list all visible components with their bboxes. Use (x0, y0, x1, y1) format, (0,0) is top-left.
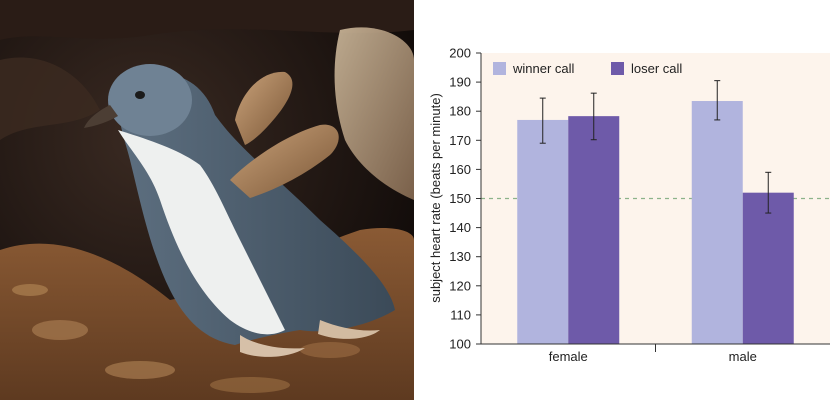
error-bar-winner-call-male (714, 80, 721, 121)
y-tick-label: 140 (449, 220, 471, 235)
error-bar-loser-call-male (765, 171, 772, 214)
y-tick-label: 120 (449, 278, 471, 293)
heart-rate-bar-chart: 100 110 120 130 140 150 160 170 180 190 200 female… (428, 46, 830, 364)
error-bar-loser-call-female (590, 92, 597, 141)
bar-loser-call-female (568, 116, 620, 344)
x-category-label-female: female (549, 349, 588, 364)
legend-label-winner-call: winner call (512, 61, 575, 76)
y-axis-title: subject heart rate (beats per minute) (428, 93, 443, 303)
y-tick-label: 160 (449, 162, 471, 177)
y-tick-label: 190 (449, 75, 471, 90)
y-tick-label: 130 (449, 249, 471, 264)
y-tick-label: 170 (449, 133, 471, 148)
bar-winner-call-female (517, 119, 569, 345)
y-tick-label: 150 (449, 191, 471, 206)
x-category-label-male: male (729, 349, 757, 364)
penguin-photo (0, 0, 414, 400)
legend: winner call loser call (493, 61, 682, 76)
y-tick-label: 180 (449, 104, 471, 119)
legend-swatch-loser-call (611, 62, 624, 75)
y-tick-label: 110 (450, 307, 471, 322)
y-tick-label: 100 (449, 337, 471, 352)
legend-label-loser-call: loser call (631, 61, 682, 76)
error-bar-winner-call-female (539, 97, 546, 144)
y-tick-label: 200 (449, 46, 471, 61)
bar-loser-call-male (742, 192, 794, 344)
bar-winner-call-male (691, 101, 743, 344)
legend-swatch-winner-call (493, 62, 506, 75)
